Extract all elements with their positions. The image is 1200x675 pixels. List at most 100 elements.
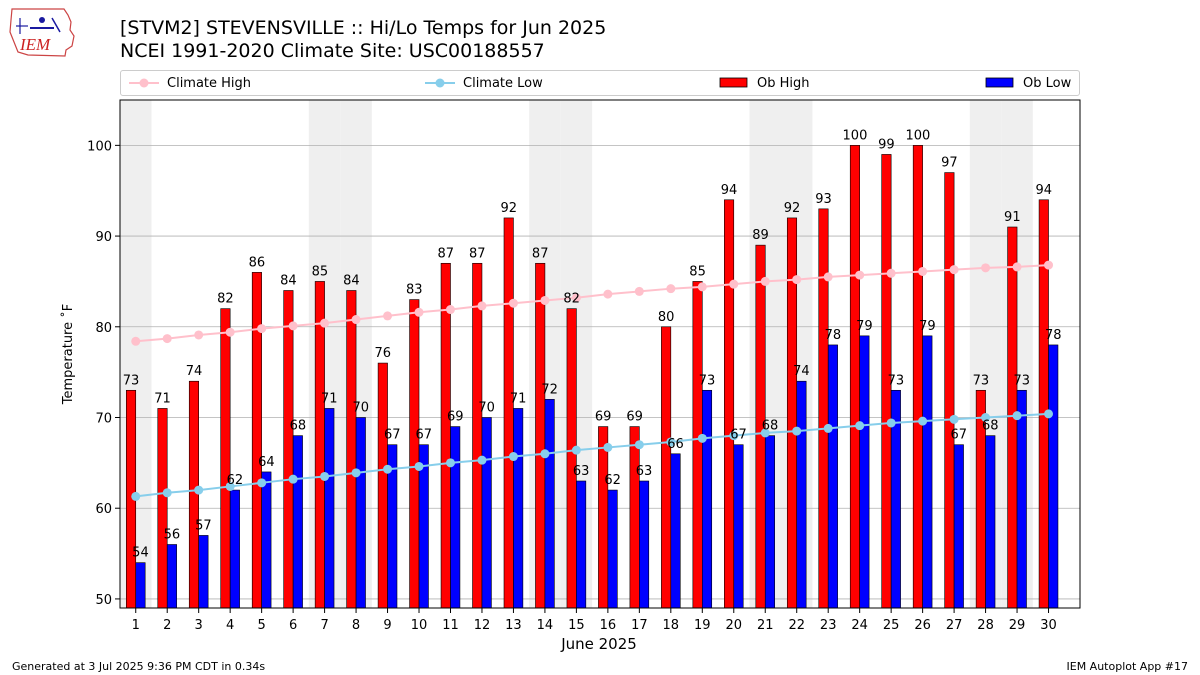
x-tick-label: 14 [537, 618, 554, 633]
bar-label-ob-low: 67 [730, 428, 747, 443]
point-climate-high [729, 279, 739, 289]
point-climate-high [1044, 260, 1054, 270]
point-climate-high [1012, 262, 1022, 272]
bar-ob-high [472, 262, 483, 609]
point-climate-low [855, 421, 865, 431]
bar-label-ob-high: 69 [595, 410, 612, 425]
point-climate-high [666, 284, 676, 294]
bar-label-ob-low: 67 [951, 428, 968, 443]
bar-label-ob-high: 84 [343, 274, 360, 289]
point-climate-high [603, 289, 613, 299]
bar-label-ob-high: 85 [312, 264, 329, 279]
bar-ob-high [188, 380, 199, 609]
y-tick-label: 70 [95, 412, 112, 427]
point-climate-high [886, 268, 896, 278]
bar-ob-low [670, 453, 681, 609]
bar-ob-high [346, 290, 357, 609]
bar-label-ob-low: 62 [604, 473, 621, 488]
point-climate-low [320, 471, 330, 481]
bar-label-ob-high: 84 [280, 274, 297, 289]
bar-label-ob-low: 57 [195, 518, 212, 533]
bar-ob-high [283, 290, 294, 609]
point-climate-high [918, 266, 928, 276]
bar-ob-low [953, 444, 964, 609]
legend-label-climate-high: Climate High [167, 75, 252, 91]
x-tick-label: 6 [289, 618, 297, 633]
x-tick-label: 12 [474, 618, 491, 633]
bar-label-ob-low: 68 [982, 419, 999, 434]
x-tick-label: 10 [411, 618, 428, 633]
point-climate-low [666, 437, 676, 447]
legend-item-ob-low: Ob Low [985, 71, 1071, 95]
point-climate-high [351, 315, 361, 325]
bar-ob-high [409, 299, 420, 609]
bar-label-ob-low: 64 [258, 455, 275, 470]
legend-item-climate-high: Climate High [129, 71, 251, 95]
point-climate-high [414, 307, 424, 317]
bar-ob-high [944, 172, 955, 609]
bar-ob-low [985, 435, 996, 609]
bar-ob-high [629, 426, 640, 609]
x-tick-label: 27 [946, 618, 963, 633]
point-climate-low [414, 461, 424, 471]
point-climate-low [571, 445, 581, 455]
bar-label-ob-high: 100 [843, 128, 868, 143]
point-climate-low [351, 468, 361, 478]
bar-value-labels: 73 71 74 82 86 84 85 84 76 83 87 87 92 87 82 69 69 80 85 94… [123, 128, 1062, 560]
bar-ob-low [796, 380, 807, 609]
bar-label-ob-high: 74 [186, 364, 203, 379]
bar-label-ob-low: 66 [667, 437, 684, 452]
point-climate-high [571, 293, 581, 303]
point-climate-low [1044, 409, 1054, 419]
point-climate-high [823, 272, 833, 282]
x-tick-label: 28 [977, 618, 994, 633]
bar-label-ob-high: 86 [249, 255, 266, 270]
bar-ob-low [198, 535, 209, 609]
bar-ob-low [1016, 389, 1027, 609]
point-climate-low [792, 426, 802, 436]
bar-label-ob-low: 67 [384, 428, 401, 443]
bar-label-ob-high: 83 [406, 283, 423, 298]
line-climate-high [135, 264, 1049, 343]
plot-frame [119, 99, 1081, 609]
climate-lines [131, 260, 1054, 501]
bar-ob-high [566, 308, 577, 609]
chart-subtitle: NCEI 1991-2020 Climate Site: USC00188557 [120, 40, 545, 62]
bar-label-ob-high: 82 [217, 292, 234, 307]
bar-ob-high [849, 145, 860, 609]
bar-ob-high [724, 199, 735, 609]
bar-label-ob-high: 73 [123, 373, 140, 388]
legend-item-climate-low: Climate Low [425, 71, 543, 95]
bar-ob-low [859, 335, 870, 609]
x-axis-label: June 2025 [560, 635, 637, 653]
point-climate-low [225, 481, 235, 491]
logo-text: IEM [19, 35, 51, 54]
x-tick-label: 19 [694, 618, 711, 633]
bar-ob-high [912, 145, 923, 609]
bar-label-ob-low: 78 [825, 328, 842, 343]
point-climate-low [697, 433, 707, 443]
legend-item-ob-high: Ob High [719, 71, 810, 95]
bar-ob-high [535, 262, 546, 609]
x-tick-label: 2 [163, 618, 171, 633]
point-climate-high [288, 321, 298, 331]
x-tick-label: 30 [1040, 618, 1057, 633]
legend-swatch-climate-low [425, 78, 455, 88]
x-tick-label: 24 [851, 618, 868, 633]
point-climate-low [823, 423, 833, 433]
bar-ob-low [261, 471, 272, 609]
x-tick-label: 22 [788, 618, 805, 633]
bar-label-ob-high: 93 [815, 192, 832, 207]
bar-ob-high [157, 408, 168, 609]
bar-label-ob-low: 79 [856, 319, 873, 334]
bar-label-ob-high: 94 [721, 183, 738, 198]
point-climate-high [855, 270, 865, 280]
bar-label-ob-low: 70 [353, 401, 370, 416]
bar-label-ob-low: 78 [1045, 328, 1062, 343]
bar-ob-high [314, 281, 325, 609]
bar-label-ob-high: 73 [973, 373, 990, 388]
bar-label-ob-high: 92 [784, 201, 801, 216]
bar-ob-low [576, 480, 587, 609]
legend-swatch-ob-high [719, 77, 748, 88]
